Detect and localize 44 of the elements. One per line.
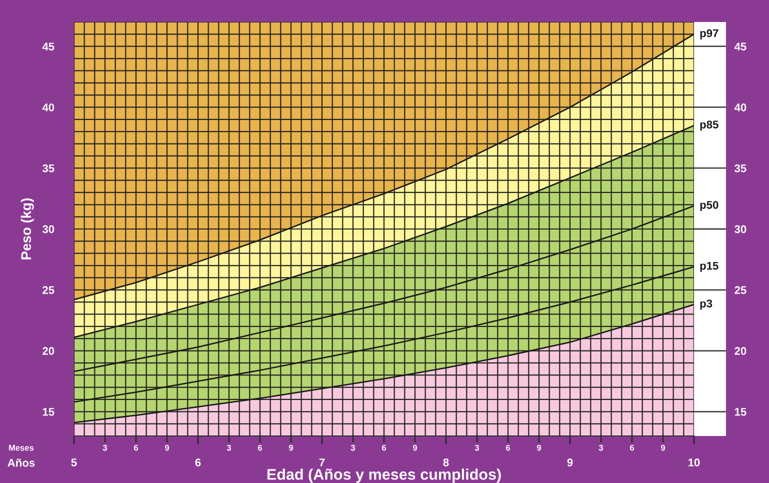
series-label: p50	[700, 200, 718, 212]
text: 6	[382, 444, 386, 451]
series-label: p97	[700, 29, 718, 40]
y-tick-label: 45	[42, 42, 54, 50]
text: 9	[660, 444, 666, 451]
text: Años	[8, 458, 35, 467]
y-tick-label: 20	[42, 347, 54, 355]
y2-tick-label: 15	[734, 408, 746, 416]
y-tick-label: 35	[42, 164, 54, 172]
text: 3	[598, 444, 604, 451]
y-tick-label: 30	[42, 225, 54, 234]
series-label: p15	[700, 262, 718, 272]
text: Meses	[9, 444, 34, 451]
y-axis-title: Peso (kg)	[20, 198, 34, 260]
y2-tick-label: 45	[734, 42, 746, 50]
text: 9	[288, 444, 294, 451]
y2-tick-label: 40	[734, 104, 746, 112]
y2-tick-label: 30	[734, 225, 746, 234]
text: 9	[164, 444, 170, 451]
x-tick-label: 10	[688, 458, 700, 466]
x-tick-label: 5	[71, 458, 77, 466]
series-label: p85	[700, 120, 718, 131]
text: 9	[412, 444, 418, 451]
y2-tick-label: 25	[734, 286, 746, 294]
text: 9	[536, 444, 542, 451]
text: 6	[258, 444, 262, 451]
series-label: p3	[700, 300, 712, 310]
text: 6	[630, 444, 634, 451]
y2-tick-label: 20	[734, 347, 746, 355]
x-tick-label: 9	[567, 458, 573, 466]
y-tick-label: 25	[42, 286, 54, 294]
x-tick-label: 6	[195, 458, 201, 466]
y-tick-label: 40	[42, 104, 54, 112]
x-tick-label: 7	[319, 458, 325, 466]
y-tick-label: 15	[42, 408, 54, 416]
x-axis-title: Edad (Años y meses cumplidos)	[267, 468, 501, 483]
text: 6	[506, 444, 510, 451]
text: 3	[350, 444, 356, 451]
text: 3	[474, 444, 480, 451]
x-tick-label: 8	[443, 458, 449, 466]
y2-tick-label: 35	[734, 164, 746, 172]
text: 3	[226, 444, 232, 451]
text: 6	[134, 444, 138, 451]
text: 3	[102, 444, 108, 451]
